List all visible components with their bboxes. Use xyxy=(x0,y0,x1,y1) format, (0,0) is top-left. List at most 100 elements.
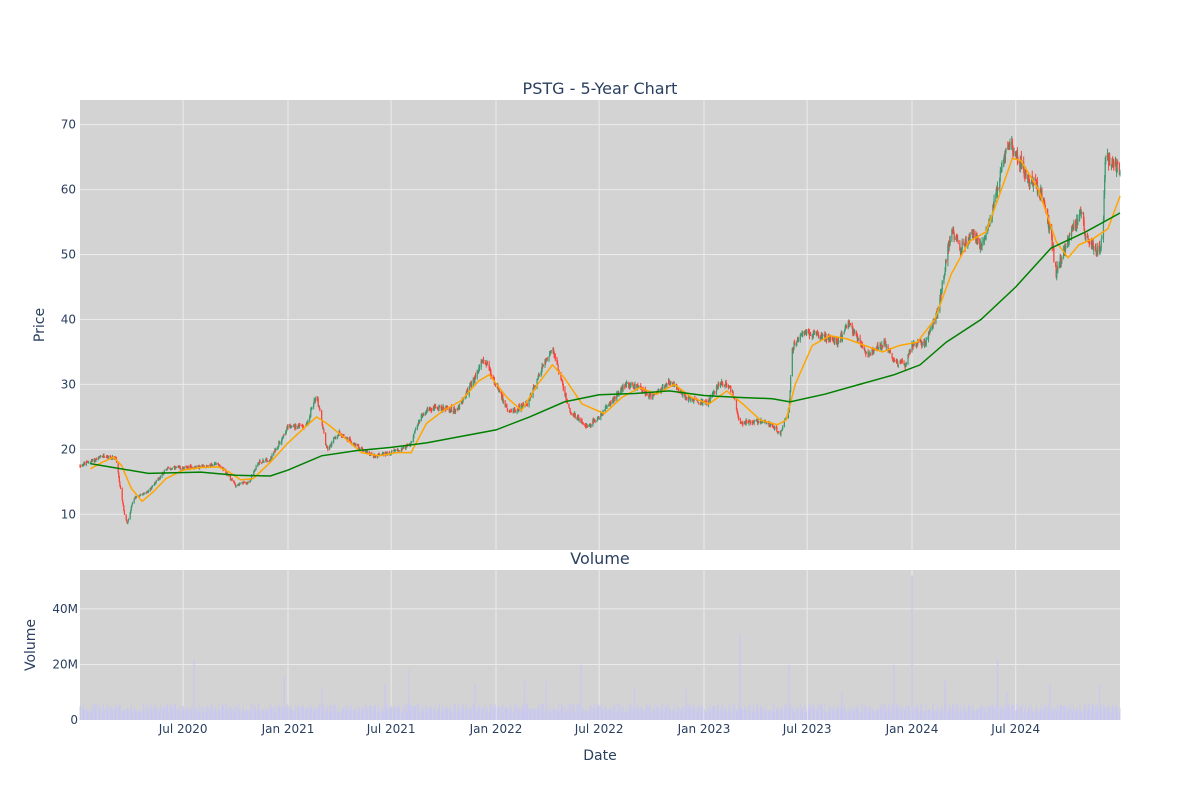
volume-bar xyxy=(696,712,697,720)
volume-bar xyxy=(895,706,897,720)
volume-bar xyxy=(1007,705,1009,720)
volume-bar xyxy=(956,704,958,720)
candle-body xyxy=(766,423,768,425)
volume-bar xyxy=(1057,711,1059,720)
candle-body xyxy=(721,381,723,384)
volume-bar xyxy=(1085,704,1087,720)
volume-bar xyxy=(158,707,160,720)
candle-body xyxy=(1105,159,1107,162)
volume-bar xyxy=(465,703,467,720)
candle-body xyxy=(1091,243,1093,248)
volume-bar xyxy=(605,706,606,720)
candle-body xyxy=(119,481,121,486)
volume-bar xyxy=(649,709,651,720)
volume-bar xyxy=(238,711,240,720)
volume-bar xyxy=(331,705,333,720)
volume-bar xyxy=(289,710,291,720)
volume-bar xyxy=(1055,710,1057,720)
volume-bar xyxy=(749,711,750,720)
candle-body xyxy=(374,456,376,458)
candle-body xyxy=(126,520,128,522)
volume-bar xyxy=(983,706,985,720)
volume-bar xyxy=(688,703,690,720)
volume-bar xyxy=(673,712,675,720)
candle-body xyxy=(434,406,437,408)
volume-bar xyxy=(1119,707,1121,720)
volume-bar xyxy=(1097,704,1099,720)
candle-body xyxy=(151,485,153,487)
volume-bar xyxy=(333,705,334,720)
candle-body xyxy=(782,426,784,430)
volume-bar xyxy=(818,704,819,720)
volume-bar xyxy=(117,706,119,720)
candle-body xyxy=(201,465,203,468)
candle-body xyxy=(1078,213,1081,221)
volume-bar xyxy=(1113,709,1115,720)
volume-bar xyxy=(508,709,510,720)
candle-body xyxy=(403,446,405,448)
volume-bar xyxy=(813,705,815,720)
volume-bar xyxy=(570,710,572,720)
candle-body xyxy=(927,331,930,340)
volume-bar xyxy=(888,704,890,720)
candle-body xyxy=(1094,246,1097,248)
volume-bar xyxy=(710,709,712,720)
candle-body xyxy=(780,431,782,435)
volume-bar xyxy=(242,713,243,720)
volume-bar xyxy=(357,711,358,720)
candle-body xyxy=(661,386,663,390)
candle-body xyxy=(864,351,866,354)
volume-bar xyxy=(620,711,622,720)
candle-body xyxy=(1031,178,1033,184)
candle-body xyxy=(166,469,168,471)
candle-body xyxy=(175,466,177,468)
candle-body xyxy=(941,281,943,290)
candle-body xyxy=(781,428,783,431)
volume-bar xyxy=(1047,707,1049,720)
candle-body xyxy=(1016,151,1019,161)
volume-bar xyxy=(1052,706,1054,720)
volume-bar xyxy=(648,707,650,720)
volume-bar xyxy=(748,704,750,720)
candle-body xyxy=(318,405,320,407)
candle-body xyxy=(99,456,101,458)
volume-bar xyxy=(1059,704,1061,720)
volume-bar xyxy=(782,710,784,720)
candle-body xyxy=(596,417,599,421)
volume-bar xyxy=(306,708,308,720)
candle-body xyxy=(542,365,544,367)
volume-bar xyxy=(79,706,81,720)
volume-bar xyxy=(99,708,101,720)
volume-bar xyxy=(136,712,137,720)
volume-bar xyxy=(1051,711,1053,720)
candle-body xyxy=(1023,171,1025,178)
volume-bar xyxy=(858,709,859,720)
volume-bar xyxy=(455,703,456,720)
volume-bar xyxy=(806,710,807,720)
candle-body xyxy=(259,461,261,463)
volume-bar xyxy=(717,703,719,720)
x-tick-label: Jan 2023 xyxy=(677,722,731,736)
candle-body xyxy=(371,452,373,455)
candle-body xyxy=(857,338,860,339)
candle-body xyxy=(526,404,528,406)
candle-body xyxy=(714,392,716,394)
volume-bar xyxy=(636,704,638,720)
volume-bar xyxy=(330,711,332,720)
volume-bar xyxy=(88,712,89,720)
candle-body xyxy=(753,421,755,424)
volume-bar xyxy=(477,710,479,720)
volume-bar xyxy=(341,711,342,720)
volume-bar xyxy=(426,706,427,720)
candle-body xyxy=(597,416,600,419)
candle-body xyxy=(873,349,875,353)
candle-body xyxy=(457,408,459,410)
candle-body xyxy=(689,396,691,398)
volume-bar xyxy=(781,706,783,720)
volume-bar xyxy=(235,706,237,720)
volume-bar xyxy=(689,711,691,720)
candle-body xyxy=(215,463,217,465)
volume-bar xyxy=(1080,711,1082,720)
